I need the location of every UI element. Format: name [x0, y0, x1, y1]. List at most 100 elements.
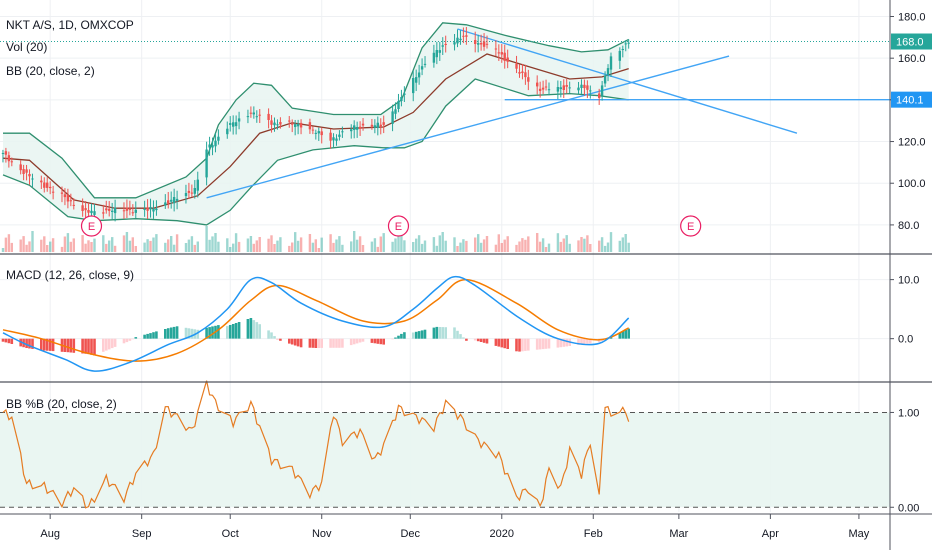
- histogram-bar: [624, 330, 627, 339]
- candle-body: [170, 199, 173, 202]
- candle-body: [234, 122, 238, 127]
- candle-body: [403, 93, 406, 95]
- candle-body: [589, 90, 592, 92]
- histogram-bar: [205, 327, 208, 339]
- volume-bar: [63, 236, 67, 252]
- volume-bar: [93, 238, 96, 252]
- volume-bar: [444, 240, 447, 252]
- volume-bar: [299, 237, 303, 252]
- candle-body: [361, 123, 365, 126]
- volume-bar: [618, 240, 621, 252]
- candle-body: [412, 78, 415, 94]
- candle-body: [515, 63, 518, 69]
- bb-percent-b-pane[interactable]: [0, 380, 890, 509]
- candle-body: [22, 169, 25, 174]
- histogram-bar: [208, 327, 211, 339]
- volume-bar: [10, 242, 13, 252]
- candle-body: [167, 200, 170, 204]
- volume-bar: [84, 243, 87, 252]
- histogram-bar: [1, 338, 5, 342]
- volume-bar: [538, 241, 542, 252]
- histogram-bar: [329, 338, 332, 348]
- candle-body: [521, 71, 524, 73]
- histogram-bar: [417, 331, 421, 339]
- volume-bar: [87, 240, 90, 252]
- candle-body: [237, 118, 241, 122]
- trend-line: [457, 28, 798, 134]
- bb-legend: BB (20, close, 2): [6, 64, 95, 78]
- histogram-bar: [420, 330, 424, 339]
- candle-body: [155, 208, 158, 211]
- volume-bar: [527, 236, 530, 252]
- candle-body: [193, 188, 196, 194]
- candle-body: [270, 120, 273, 125]
- histogram-bar: [134, 337, 138, 339]
- histogram-bar: [166, 328, 170, 339]
- candle-body: [556, 87, 560, 92]
- candle-body: [382, 122, 385, 125]
- candle-body: [311, 129, 315, 131]
- candle-body: [506, 57, 509, 62]
- candle-body: [93, 211, 96, 215]
- candle-body: [580, 84, 583, 88]
- macd-pane[interactable]: [1, 275, 630, 372]
- histogram-bar: [279, 338, 282, 341]
- volume-bar: [500, 243, 503, 252]
- volume-bar: [586, 235, 589, 252]
- price-tick-label: 160.0: [898, 53, 926, 65]
- volume-bar: [317, 248, 320, 252]
- histogram-bar: [125, 338, 129, 343]
- candle-body: [279, 122, 282, 125]
- histogram-bar: [515, 338, 518, 352]
- candle-body: [111, 210, 114, 212]
- volume-bar: [237, 241, 241, 252]
- volume-bar: [456, 246, 459, 252]
- histogram-bar: [358, 338, 362, 343]
- histogram-bar: [586, 338, 589, 344]
- histogram-bar: [397, 335, 400, 339]
- volume-bar: [113, 245, 117, 252]
- histogram-bar: [290, 338, 294, 345]
- candle-body: [267, 113, 270, 120]
- histogram-bar: [482, 338, 486, 343]
- candle-body: [527, 77, 530, 82]
- volume-bar: [81, 235, 84, 252]
- volume-bar: [255, 240, 258, 252]
- candle-body: [536, 82, 539, 87]
- histogram-bar: [382, 338, 385, 345]
- candle-body: [143, 209, 146, 210]
- volume-bar: [603, 245, 607, 252]
- candle-body: [294, 124, 297, 127]
- volume-bar: [621, 237, 624, 252]
- volume-bar: [415, 238, 418, 252]
- volume-bar: [609, 232, 613, 252]
- histogram-bar: [43, 338, 46, 351]
- volume-bar: [420, 243, 424, 252]
- volume-bar: [170, 236, 173, 252]
- candles: [1, 27, 630, 222]
- price-tick-label: 100.0: [898, 178, 926, 190]
- candle-body: [462, 35, 465, 37]
- histogram-bar: [500, 338, 504, 348]
- candle-body: [187, 190, 191, 193]
- histogram-bar: [66, 338, 70, 353]
- histogram-bar: [143, 334, 146, 339]
- volume-bar: [562, 238, 565, 252]
- candle-body: [524, 72, 527, 78]
- volume-bar: [482, 239, 486, 252]
- candle-body: [226, 128, 229, 135]
- candle-body: [49, 186, 52, 189]
- volume-bar: [226, 238, 229, 252]
- histogram-bar: [63, 338, 67, 352]
- volume-bar: [152, 237, 155, 252]
- candle-body: [128, 208, 132, 210]
- candle-body: [172, 197, 176, 204]
- candle-body: [606, 68, 610, 76]
- histogram-bar: [462, 337, 465, 339]
- histogram-bar: [338, 338, 341, 348]
- candle-body: [10, 161, 13, 163]
- volume-bar: [627, 242, 630, 252]
